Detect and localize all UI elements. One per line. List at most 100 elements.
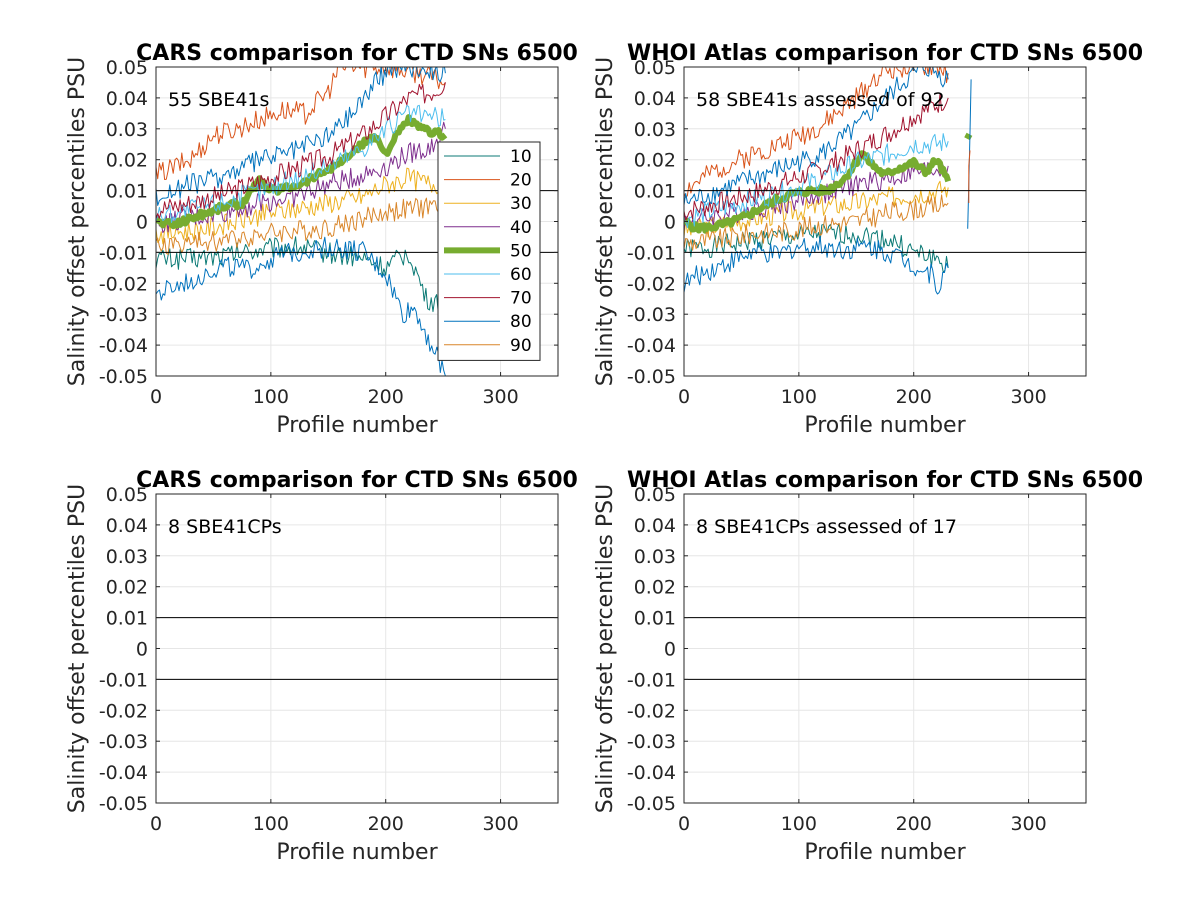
y-tick-label: 0.04: [106, 88, 148, 110]
x-tick-label: 100: [253, 386, 289, 408]
series-line-40: [684, 162, 949, 232]
x-tick-label: 0: [150, 813, 162, 835]
series-line-60: [156, 104, 446, 223]
legend-label-70: 70: [510, 289, 532, 309]
panel-annotation: 8 SBE41CPs: [168, 516, 282, 538]
y-tick-label: 0: [664, 212, 676, 234]
x-tick-label: 300: [482, 813, 518, 835]
y-tick-label: -0.01: [99, 669, 148, 691]
y-tick-label: 0.03: [106, 119, 148, 141]
x-tick-label: 200: [368, 386, 404, 408]
y-tick-label: 0.05: [634, 484, 676, 506]
y-tick-label: -0.01: [99, 242, 148, 264]
x-tick-label: 300: [482, 386, 518, 408]
series-line-70: [156, 82, 446, 219]
x-axis-label: Profile number: [276, 413, 438, 438]
series-line-10: [156, 236, 446, 314]
y-tick-label: 0.05: [634, 57, 676, 79]
chart-title: CARS comparison for CTD SNs 6500: [136, 468, 578, 493]
chart-panel-3: 0 100 200 300 -0.05 -0.04 -0.03 -0.02 -0.01 0 0.01…: [65, 468, 578, 865]
y-tick-label: -0.01: [627, 669, 676, 691]
y-tick-label: 0.01: [634, 608, 676, 630]
x-tick-label: 300: [1010, 813, 1046, 835]
chart-panel-2: 0 100 200 300 -0.05 -0.04 -0.03 -0.02 -0.01 0 0.01…: [593, 41, 1143, 438]
y-tick-label: -0.04: [627, 335, 676, 357]
chart-panel-4: 0 100 200 300 -0.05 -0.04 -0.03 -0.02 -0.01 0 0.01…: [593, 468, 1143, 865]
y-tick-label: -0.02: [99, 273, 148, 295]
legend-label-50: 50: [510, 241, 532, 261]
y-tick-label: 0.05: [106, 484, 148, 506]
series-line-90: [156, 194, 446, 255]
legend-label-40: 40: [510, 218, 532, 238]
y-tick-label: -0.05: [627, 366, 676, 388]
y-tick-label: 0.02: [634, 577, 676, 599]
y-tick-label: -0.03: [99, 731, 148, 753]
y-axis-label: Salinity offset percentiles PSU: [593, 57, 618, 386]
y-tick-label: 0.04: [634, 515, 676, 537]
y-tick-label: 0.01: [106, 181, 148, 203]
x-tick-label: 0: [150, 386, 162, 408]
panel-annotation: 55 SBE41s: [168, 89, 269, 111]
y-tick-label: 0.05: [106, 57, 148, 79]
y-tick-label: 0: [136, 212, 148, 234]
y-tick-label: 0.04: [106, 515, 148, 537]
y-tick-label: -0.03: [99, 304, 148, 326]
y-tick-label: -0.03: [627, 304, 676, 326]
chart-title: WHOI Atlas comparison for CTD SNs 6500: [627, 41, 1143, 66]
y-tick-label: -0.05: [99, 366, 148, 388]
y-tick-label: -0.04: [99, 335, 148, 357]
y-tick-label: -0.04: [627, 762, 676, 784]
y-tick-label: 0.03: [634, 546, 676, 568]
panel-annotation: 58 SBE41s assessed of 92: [696, 89, 945, 111]
y-tick-label: 0.03: [106, 546, 148, 568]
y-tick-label: 0.03: [634, 119, 676, 141]
x-tick-label: 0: [678, 386, 690, 408]
chart-title: CARS comparison for CTD SNs 6500: [136, 41, 578, 66]
y-tick-label: 0.02: [106, 577, 148, 599]
chart-panel-1: 0 100 200 300 -0.05 -0.04 -0.03 -0.02 -0.01 0 0.01…: [65, 41, 578, 438]
y-axis-label: Salinity offset percentiles PSU: [65, 484, 90, 813]
y-tick-label: 0.01: [634, 181, 676, 203]
y-tick-label: -0.02: [627, 700, 676, 722]
chart-title: WHOI Atlas comparison for CTD SNs 6500: [627, 468, 1143, 493]
legend-label-30: 30: [510, 194, 532, 214]
series-line-20: [156, 67, 446, 180]
y-tick-label: 0.04: [634, 88, 676, 110]
series-line-30: [156, 167, 446, 245]
y-tick-label: 0: [136, 639, 148, 661]
y-tick-label: -0.05: [99, 793, 148, 815]
x-tick-label: 200: [896, 386, 932, 408]
legend-label-20: 20: [510, 171, 532, 191]
y-tick-label: -0.02: [99, 700, 148, 722]
y-tick-label: 0.02: [634, 150, 676, 172]
x-tick-label: 200: [896, 813, 932, 835]
x-tick-label: 0: [678, 813, 690, 835]
series-line-20: [684, 67, 949, 198]
series-line-10: [684, 222, 949, 273]
legend-label-80: 80: [510, 312, 532, 332]
panel-annotation: 8 SBE41CPs assessed of 17: [696, 516, 957, 538]
y-tick-label: -0.01: [627, 242, 676, 264]
series-line-70: [684, 93, 949, 221]
x-tick-label: 100: [253, 813, 289, 835]
series-line-90: [684, 194, 949, 251]
y-axis-label: Salinity offset percentiles PSU: [593, 484, 618, 813]
y-tick-label: 0.01: [106, 608, 148, 630]
x-axis-label: Profile number: [804, 840, 966, 865]
x-tick-label: 100: [781, 813, 817, 835]
y-tick-label: -0.05: [627, 793, 676, 815]
legend: 10 20 30 40 50 60 70 80 90: [437, 141, 541, 361]
y-axis-label: Salinity offset percentiles PSU: [65, 57, 90, 386]
legend-label-10: 10: [510, 147, 532, 167]
y-tick-label: -0.04: [99, 762, 148, 784]
series-line-extra: [156, 236, 446, 376]
y-tick-label: 0: [664, 639, 676, 661]
x-axis-label: Profile number: [276, 840, 438, 865]
y-tick-label: -0.03: [627, 731, 676, 753]
series-line-80: [156, 67, 446, 206]
x-tick-label: 200: [368, 813, 404, 835]
legend-label-90: 90: [510, 336, 532, 356]
series-line-extra: [684, 236, 949, 295]
x-tick-label: 100: [781, 386, 817, 408]
